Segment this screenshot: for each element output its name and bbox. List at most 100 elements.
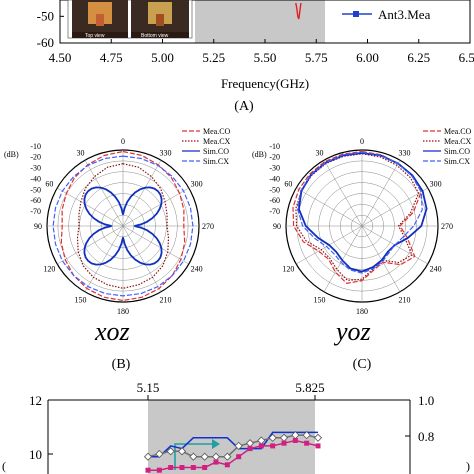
panel-d-marker-square	[270, 443, 276, 449]
c-curve-mea-co	[292, 150, 422, 284]
panel-a-x-tick-label: 6.25	[407, 50, 430, 65]
panel-c-curves	[292, 150, 428, 284]
panel-d-series	[143, 431, 323, 473]
panel-a-x-tick-label: 6.50	[459, 50, 474, 65]
b-radial-label: -10	[30, 142, 41, 151]
panel-b-radial-labels: -10 -20 -30-40 -50 -60 -70	[30, 142, 41, 216]
b-angle-label: 0	[121, 137, 125, 146]
legend-ant3-label: Ant3.Mea	[378, 7, 431, 22]
b-curve-mea-co	[60, 150, 186, 302]
b-radial-label: -70	[30, 207, 41, 216]
b-spoke	[84, 225, 124, 292]
panel-d-marker-square	[168, 465, 174, 470]
c-angle-label: 0	[360, 137, 364, 146]
panel-a-label: (A)	[234, 99, 254, 114]
panel-d-marker-square	[236, 454, 242, 460]
panel-b-polar-grid	[46, 149, 200, 303]
b-legend-label: Mea.CO	[203, 127, 231, 136]
c-angle-label: 150	[314, 296, 326, 305]
c-radial-label: -70	[269, 207, 280, 216]
panel-a-x-tick-label: 5.00	[151, 50, 174, 65]
c-curve-mea-cx	[295, 153, 420, 281]
panel-d-marker-diamond	[143, 452, 153, 461]
panel-a-x-axis-label: Frequency(GHz)	[221, 76, 309, 91]
c-radial-label: -60	[269, 196, 280, 205]
panel-c-polar: -10 -20 -30-40 -50 -60 -70 0 30 60 90 120 150 180 21…	[252, 127, 472, 372]
b-radial-label: -30	[30, 164, 41, 173]
c-radial-label: -50	[269, 185, 280, 194]
c-spoke	[361, 160, 401, 227]
panel-d-top-tick-5-15: 5.15	[137, 380, 160, 395]
c-curve-sim-cx	[296, 151, 423, 274]
panel-c-label: (C)	[353, 357, 372, 372]
panel-d-marker-square	[281, 440, 287, 446]
c-angle-label: 60	[284, 180, 292, 189]
panel-b-label: (B)	[112, 357, 131, 372]
panel-d-marker-diamond	[200, 452, 209, 461]
c-curve-sim-co	[297, 152, 428, 273]
c-legend-label: Sim.CO	[444, 147, 470, 156]
b-spoke	[122, 225, 162, 292]
b-angle-label: 240	[191, 265, 203, 274]
panel-d-marker-square	[304, 440, 310, 446]
panel-a-shaded-band	[195, 0, 325, 43]
c-radial-label: -40	[269, 174, 280, 183]
panel-c-angle-labels: 0 30 60 90 120 150 180 210 240 270 300 330	[273, 137, 453, 316]
panel-b-curves	[52, 150, 194, 302]
panel-a-y-tick-label: -60	[37, 35, 54, 50]
panel-d-arrowhead	[212, 439, 220, 449]
panel-d-annotation-arrow	[174, 443, 212, 470]
c-radial-label: -30	[269, 164, 280, 173]
panel-a-x-ticks: 4.50 4.75 5.00 5.25 5.50 5.75 6.00 6.25 6.50	[49, 39, 474, 65]
b-angle-label: 330	[160, 148, 172, 157]
c-spoke	[323, 160, 363, 227]
c-spoke	[361, 187, 428, 227]
panel-d-marker-diamond	[313, 433, 323, 442]
top-view-label: Top view	[85, 33, 105, 39]
b-angle-label: 180	[117, 307, 129, 316]
b-angle-label: 60	[45, 180, 53, 189]
panel-a-y-ticks: -50 -60	[37, 8, 64, 50]
c-angle-label: 90	[273, 222, 281, 231]
panel-d-marker-diamond	[234, 441, 243, 450]
b-spoke	[57, 187, 124, 227]
panel-a-x-tick-label: 5.25	[202, 50, 225, 65]
c-radial-label: -20	[269, 153, 280, 162]
panel-c-polar-grid	[285, 149, 439, 303]
c-angle-label: 240	[430, 265, 442, 274]
c-angle-label: 300	[430, 180, 442, 189]
legend-ant3-marker	[353, 11, 359, 17]
b-angle-label: 30	[77, 148, 85, 157]
b-angle-label: 270	[202, 222, 214, 231]
panel-b-polar: -10 -20 -30-40 -50 -60 -70 0 30 60 90 120 150 180 21…	[4, 127, 231, 372]
panel-a-x-tick-label: 4.50	[49, 50, 72, 65]
panel-a-x-tick-label: 6.00	[356, 50, 379, 65]
b-radial-label: -20	[30, 153, 41, 162]
panel-a-x-tick-label: 4.75	[100, 50, 123, 65]
b-spoke	[57, 225, 124, 265]
b-angle-label: 90	[34, 222, 42, 231]
panel-d-marker-square	[202, 465, 208, 470]
panel-d-left-tick-10: 10	[29, 447, 42, 462]
panel-b-angle-labels: 0 30 60 90 120 150 180 210 240 270 300 330	[34, 137, 214, 316]
panel-d-marker-square	[145, 467, 151, 473]
panel-a-spike-curve	[295, 2, 302, 20]
b-radial-label: -50	[30, 185, 41, 194]
panel-d-marker-diamond	[223, 452, 232, 461]
b-curve-sim-cx	[52, 155, 194, 297]
panel-d-cut-left-paren: (	[2, 459, 6, 473]
panel-d-marker-square	[247, 446, 253, 452]
b-legend-label: Mea.CX	[203, 137, 231, 146]
c-angle-label: 270	[441, 222, 453, 231]
panel-d-marker-square	[258, 443, 264, 449]
panel-d-marker-diamond	[189, 452, 198, 461]
panel-d-line-white-diamond	[147, 434, 319, 458]
bottom-view-label: Bottom view	[141, 33, 169, 39]
c-legend-label: Mea.CX	[444, 137, 472, 146]
c-angle-label: 120	[282, 265, 294, 274]
c-spoke	[296, 187, 363, 227]
panel-d-left-tick-12: 12	[29, 393, 42, 408]
c-spoke	[323, 225, 363, 292]
